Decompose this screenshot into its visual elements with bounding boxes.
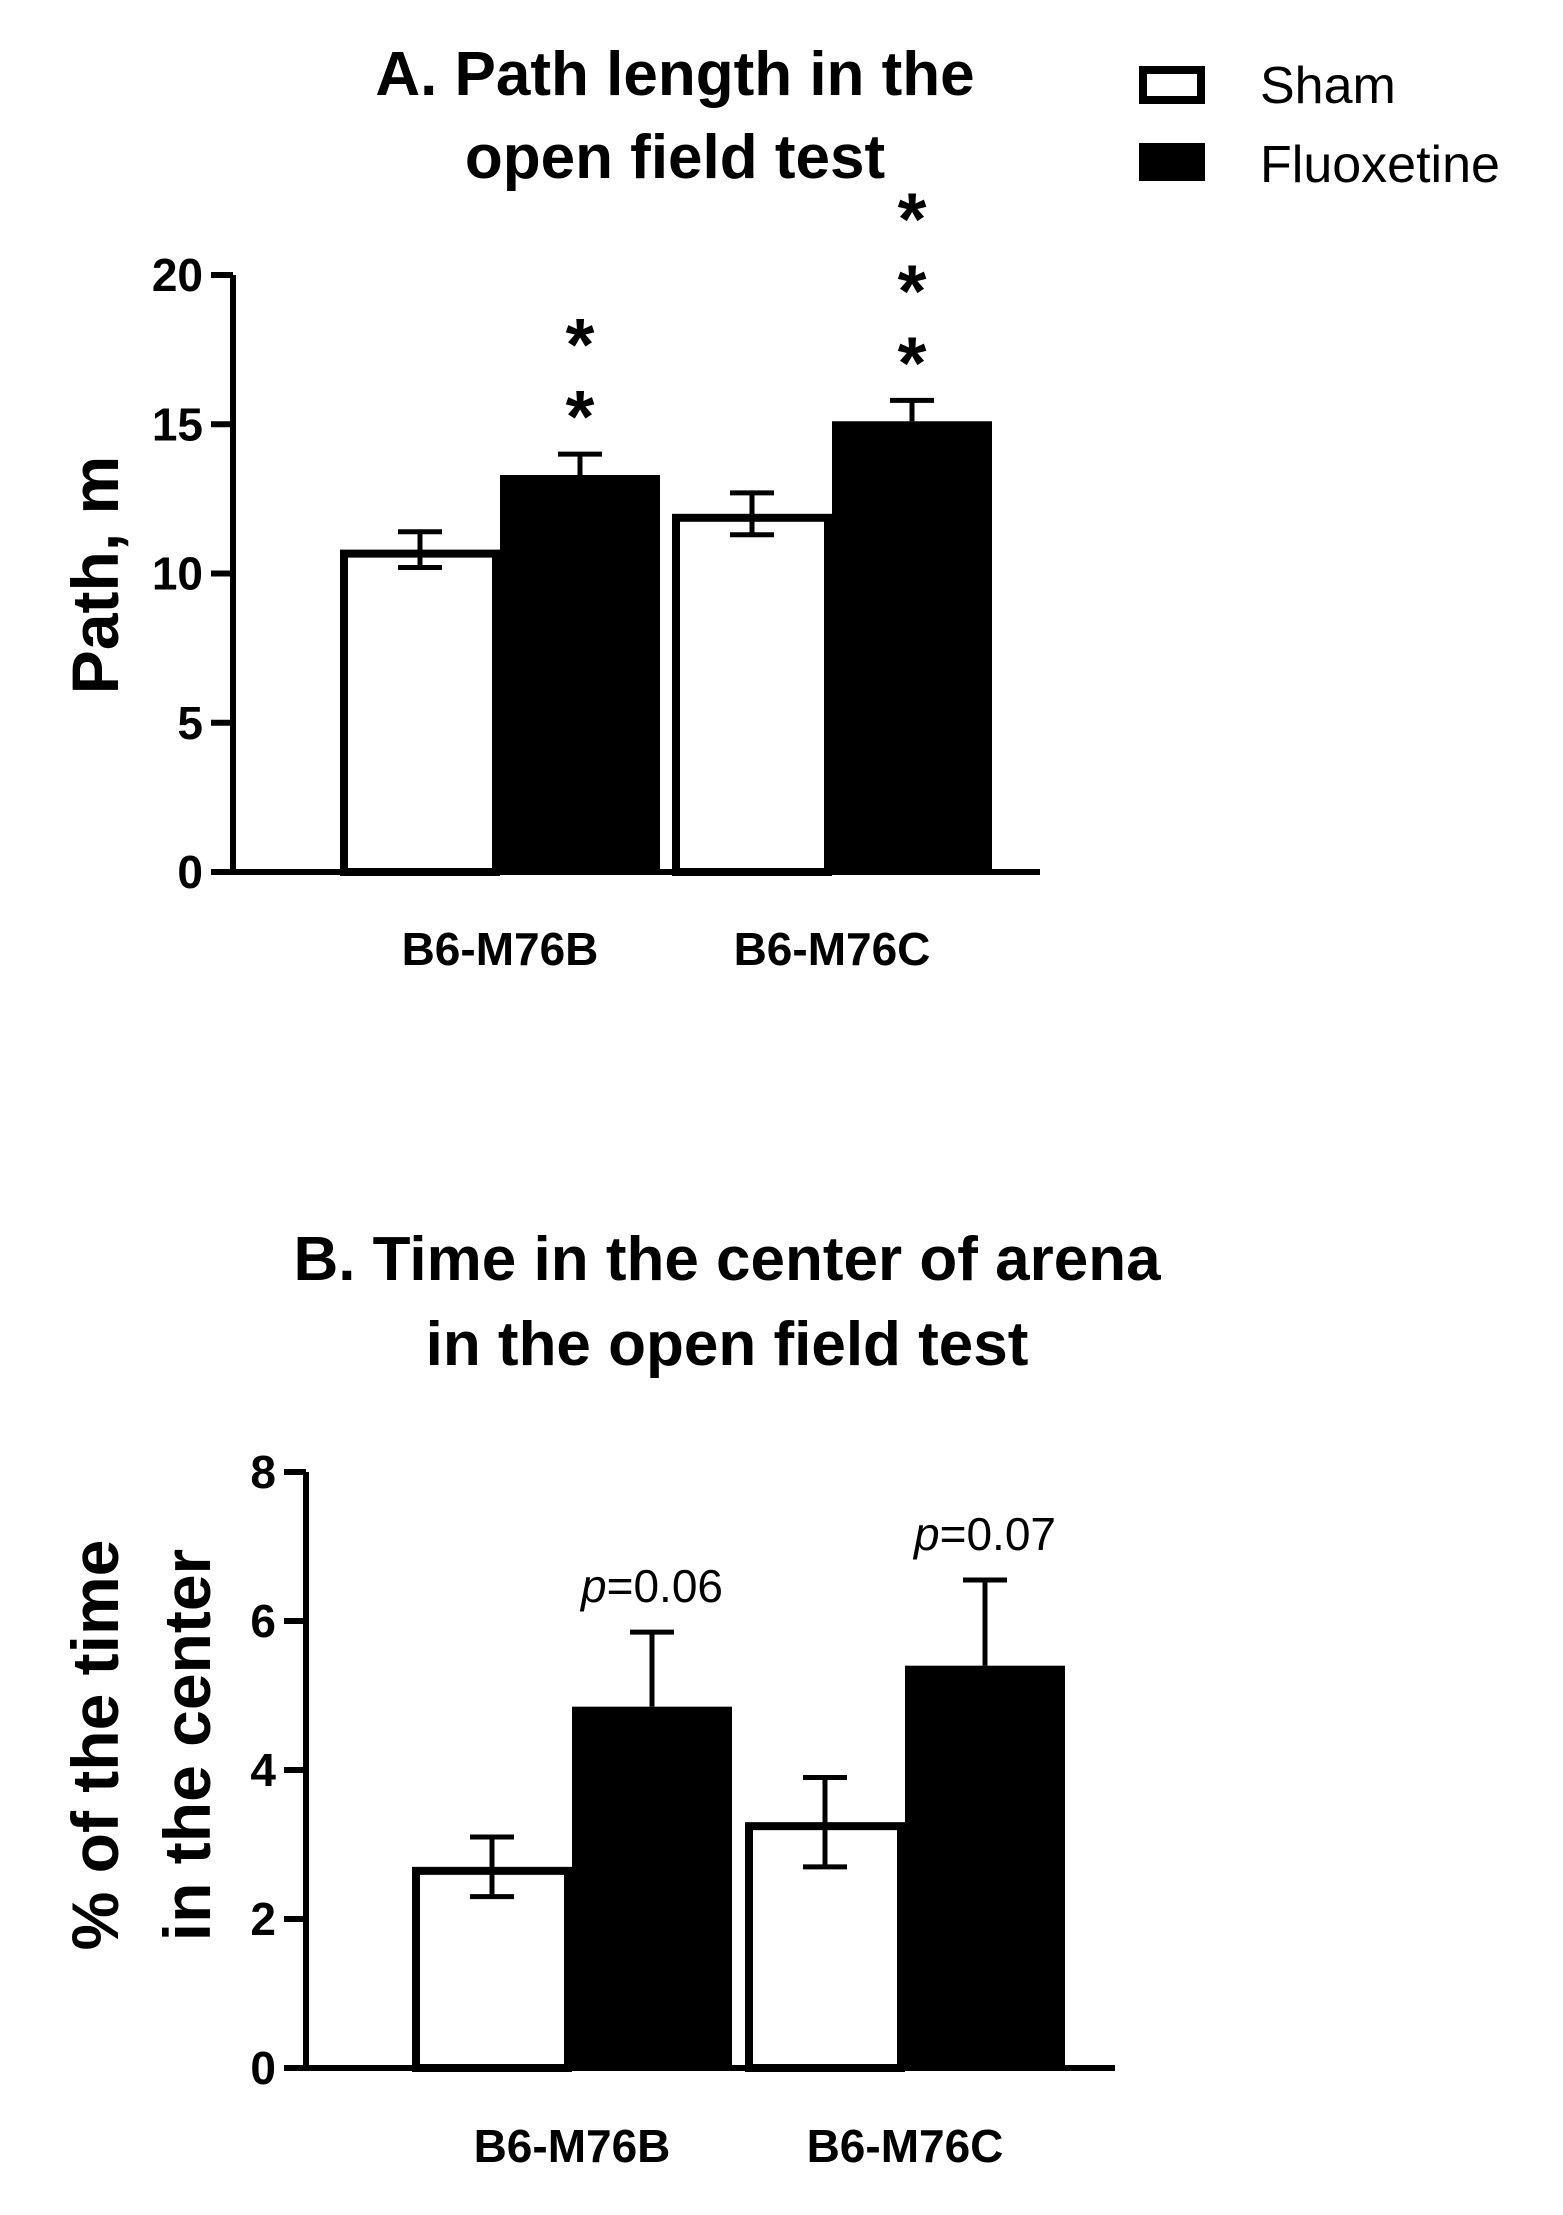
bar-sham-b6-m76c bbox=[672, 513, 832, 876]
bar-fluoxetine-b6-m76c bbox=[832, 421, 992, 872]
legend: Sham Fluoxetine bbox=[1139, 57, 1500, 194]
x-category-label: B6-M76B bbox=[402, 923, 599, 975]
chart-b-y-axis-label-line-2: in the center bbox=[150, 1549, 224, 1941]
bar-fluoxetine-b6-m76c bbox=[905, 1665, 1065, 2068]
y-tick-label: 0 bbox=[250, 2042, 276, 2094]
x-category-label: B6-M76C bbox=[807, 2120, 1004, 2172]
bar-fluoxetine-b6-m76b bbox=[572, 1706, 732, 2068]
significance-star: * bbox=[566, 303, 595, 386]
significance-label: p=0.06 bbox=[579, 1560, 723, 1612]
x-category-label: B6-M76C bbox=[734, 923, 931, 975]
y-tick-label: 0 bbox=[177, 846, 203, 898]
chart-b-title-line-1: B. Time in the center of arena bbox=[293, 1225, 1161, 1294]
legend-swatch-sham bbox=[1139, 66, 1205, 104]
y-tick-label: 8 bbox=[250, 1446, 276, 1498]
y-tick-label: 6 bbox=[250, 1595, 276, 1647]
y-tick-label: 2 bbox=[250, 1893, 276, 1945]
y-tick-label: 5 bbox=[177, 697, 203, 749]
chart-a-title-line-2: open field test bbox=[465, 123, 885, 192]
y-tick-label: 20 bbox=[152, 249, 203, 301]
chart-b: B. Time in the center of arena in the op… bbox=[58, 1225, 1161, 2172]
bar-sham-b6-m76b bbox=[412, 1866, 572, 2072]
legend-label-sham: Sham bbox=[1260, 57, 1396, 115]
chart-b-title-line-2: in the open field test bbox=[426, 1310, 1029, 1379]
x-category-label: B6-M76B bbox=[474, 2120, 671, 2172]
significance-star: * bbox=[898, 177, 927, 260]
legend-label-fluoxetine: Fluoxetine bbox=[1260, 136, 1500, 194]
chart-a-title-line-1: A. Path length in the bbox=[375, 40, 974, 109]
legend-swatch-fluoxetine bbox=[1139, 143, 1205, 181]
y-tick-label: 4 bbox=[250, 1744, 276, 1796]
bar-fluoxetine-b6-m76b bbox=[500, 474, 660, 872]
chart-b-y-axis-label-line-1: % of the time bbox=[58, 1540, 132, 1951]
significance-label: p=0.07 bbox=[912, 1508, 1056, 1560]
chart-b-plot: 0 2 4 6 8 B6-M76B B6-M76C p=0.06 p=0.07 bbox=[250, 1446, 1115, 2172]
significance-star: * bbox=[566, 375, 595, 458]
bar-sham-b6-m76b bbox=[340, 549, 500, 876]
significance-star: * bbox=[898, 321, 927, 404]
y-tick-label: 15 bbox=[152, 398, 203, 450]
significance-star: * bbox=[898, 249, 927, 332]
chart-a-y-axis-label: Path, m bbox=[58, 456, 132, 694]
chart-a: A. Path length in the open field test Pa… bbox=[58, 40, 1040, 975]
y-tick-label: 10 bbox=[152, 548, 203, 600]
